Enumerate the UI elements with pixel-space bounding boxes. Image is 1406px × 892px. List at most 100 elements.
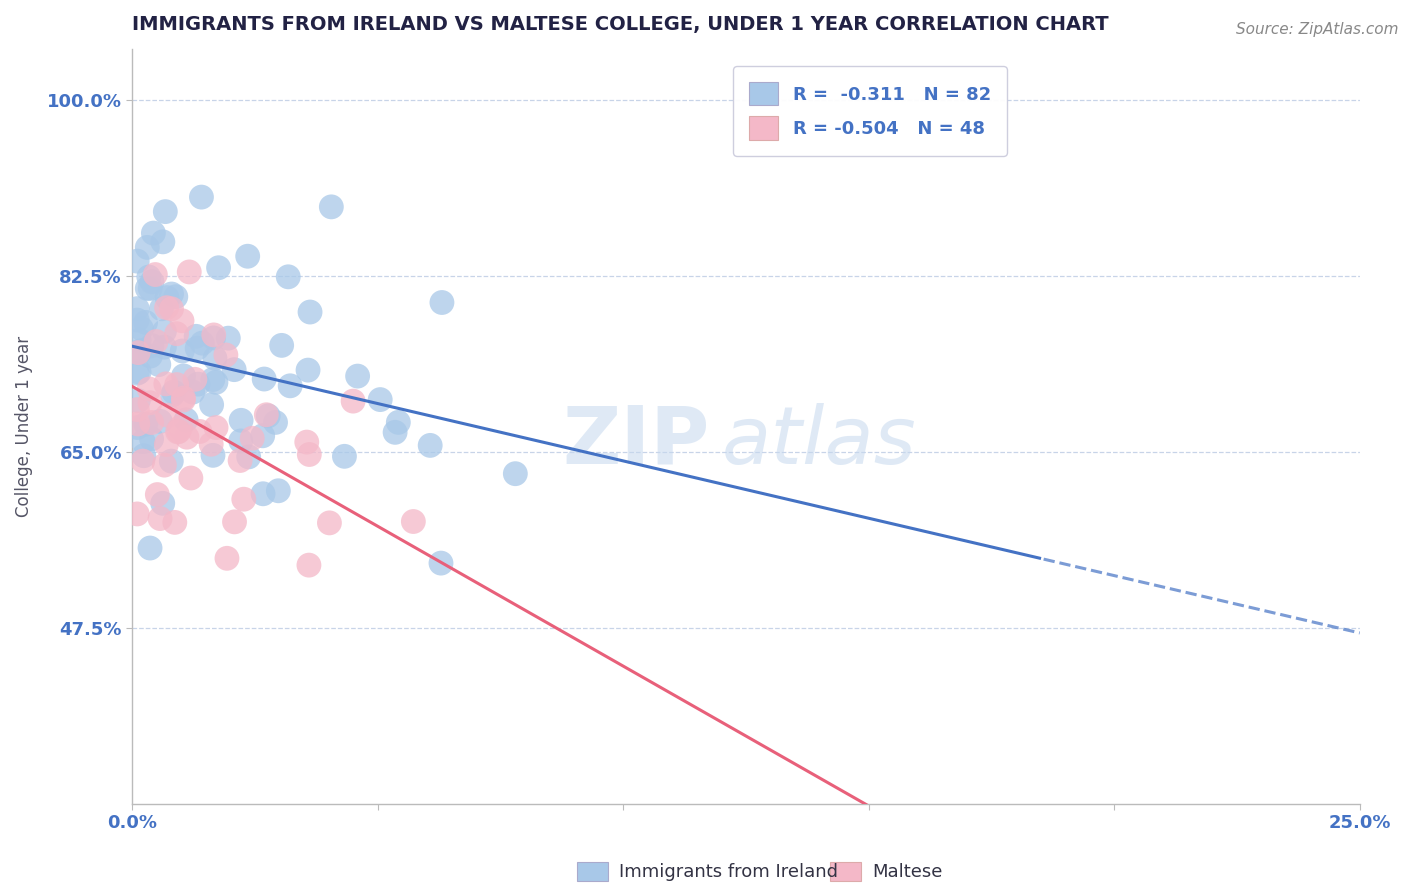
Point (190, 190, 212, 204)
Point (141, 275, 163, 289)
Point (141, 416, 163, 430)
Point (298, 448, 321, 462)
Point (430, 556, 453, 570)
Point (139, 541, 162, 555)
Point (146, 487, 169, 501)
Point (202, 327, 225, 342)
Text: IMMIGRANTS FROM IRELAND VS MALTESE COLLEGE, UNDER 1 YEAR CORRELATION CHART: IMMIGRANTS FROM IRELAND VS MALTESE COLLE… (132, 15, 1109, 34)
Text: Immigrants from Ireland: Immigrants from Ireland (620, 863, 838, 881)
Point (149, 414, 172, 428)
Point (201, 448, 224, 462)
Point (295, 435, 318, 450)
Point (174, 413, 197, 427)
Point (127, 417, 149, 431)
Point (152, 235, 174, 249)
Point (132, 434, 155, 449)
Point (318, 516, 340, 530)
Point (149, 511, 172, 525)
Point (160, 287, 183, 301)
Point (145, 334, 167, 349)
Point (155, 204, 177, 219)
Point (152, 496, 174, 510)
Point (229, 434, 252, 448)
Point (135, 315, 157, 329)
Point (155, 437, 177, 451)
Legend: R =  -0.311   N = 82, R = -0.504   N = 48: R = -0.311 N = 82, R = -0.504 N = 48 (733, 66, 1007, 156)
Point (224, 362, 246, 376)
Point (139, 396, 162, 410)
Point (132, 454, 155, 468)
Point (172, 343, 194, 358)
Point (131, 321, 153, 335)
Point (257, 409, 280, 423)
Point (173, 368, 195, 383)
Point (138, 270, 160, 285)
Point (129, 343, 152, 358)
Point (387, 416, 409, 430)
Point (298, 558, 321, 573)
Point (419, 438, 441, 452)
Point (186, 341, 208, 355)
Point (299, 305, 322, 319)
Point (254, 408, 277, 422)
Point (200, 437, 222, 451)
Point (139, 349, 162, 363)
Point (128, 334, 150, 348)
Point (167, 425, 190, 439)
Text: Source: ZipAtlas.com: Source: ZipAtlas.com (1236, 22, 1399, 37)
Point (127, 313, 149, 327)
Point (127, 301, 149, 316)
Point (156, 301, 179, 315)
Point (238, 450, 260, 464)
Point (253, 372, 276, 386)
Point (188, 425, 211, 439)
Point (166, 377, 188, 392)
Point (138, 382, 160, 396)
Point (127, 420, 149, 434)
Point (264, 416, 287, 430)
Point (277, 269, 299, 284)
Point (215, 551, 238, 566)
Point (342, 394, 364, 409)
Point (430, 295, 453, 310)
Point (170, 314, 193, 328)
Point (229, 453, 252, 467)
Point (153, 325, 176, 339)
Point (224, 515, 246, 529)
Point (127, 346, 149, 360)
Point (236, 249, 259, 263)
Point (505, 467, 527, 481)
Point (132, 449, 155, 463)
Point (127, 345, 149, 359)
Point (127, 254, 149, 268)
Point (135, 417, 157, 431)
Point (184, 372, 207, 386)
Point (297, 363, 319, 377)
Point (267, 483, 290, 498)
Point (143, 268, 166, 282)
Point (136, 240, 159, 254)
Point (156, 291, 179, 305)
Point (153, 458, 176, 472)
Point (128, 365, 150, 379)
Point (232, 492, 254, 507)
Point (368, 392, 391, 407)
Point (165, 290, 187, 304)
Point (139, 281, 162, 295)
Point (205, 420, 228, 434)
Point (180, 471, 202, 485)
Point (176, 430, 198, 444)
Text: ZIP: ZIP (562, 403, 709, 481)
Point (201, 373, 224, 387)
Point (163, 516, 186, 530)
Point (204, 351, 226, 366)
Point (205, 376, 228, 390)
Point (278, 379, 301, 393)
Point (270, 338, 292, 352)
Point (252, 429, 274, 443)
Point (191, 336, 214, 351)
Point (141, 338, 163, 352)
Point (201, 398, 224, 412)
Point (173, 391, 195, 405)
Point (402, 515, 425, 529)
